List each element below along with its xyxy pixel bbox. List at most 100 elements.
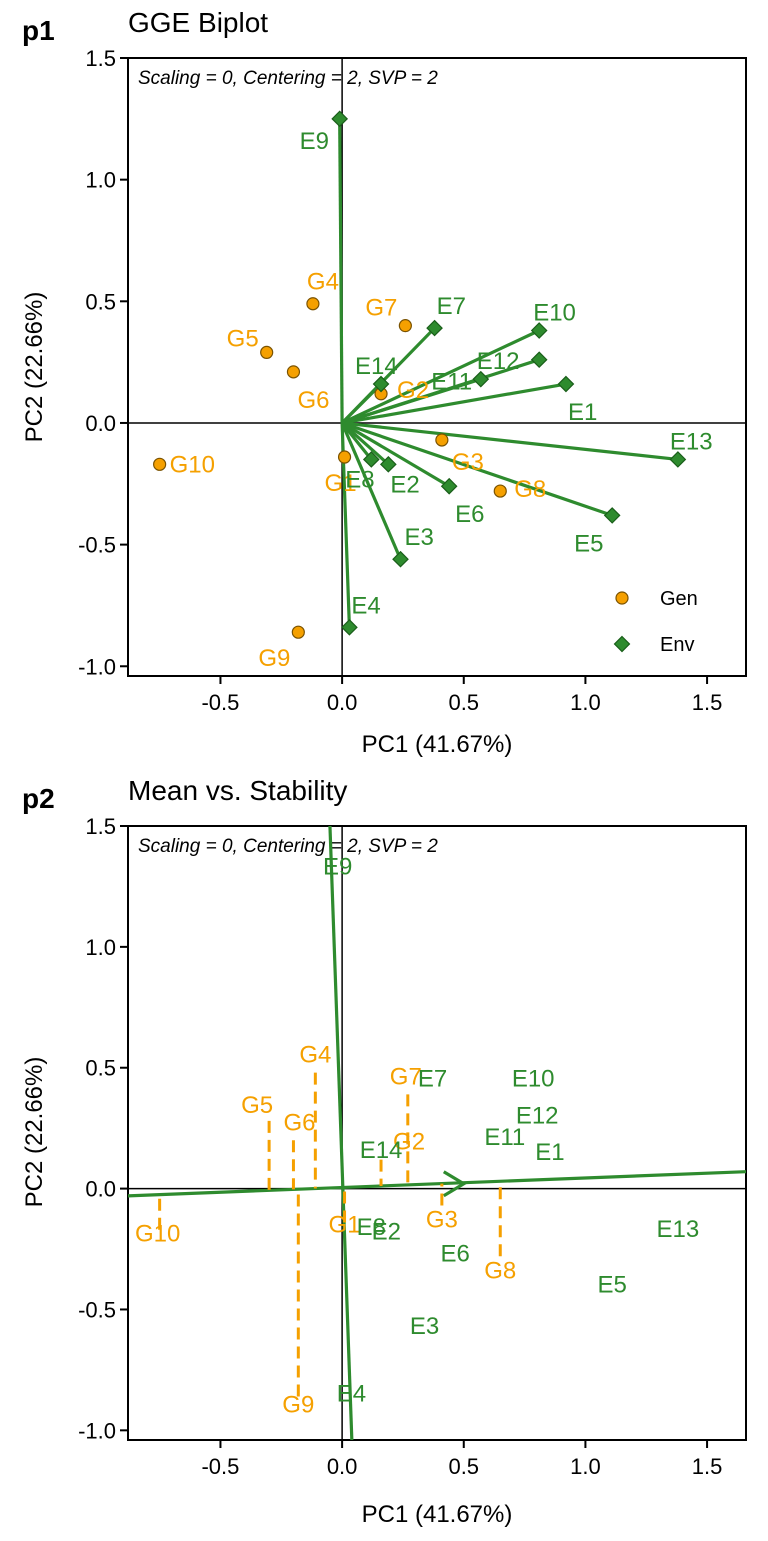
env-vector xyxy=(338,118,344,423)
y-tick-label: 0.0 xyxy=(85,1177,116,1202)
environment-label: E9 xyxy=(323,853,352,880)
x-tick-label: 1.0 xyxy=(570,690,601,715)
env-vector xyxy=(341,421,679,462)
environment-point xyxy=(603,507,621,524)
plot-content xyxy=(128,58,746,676)
environment-label: E11 xyxy=(431,369,472,396)
genotype-point xyxy=(153,457,167,471)
chart-title: GGE Biplot xyxy=(128,7,268,38)
env-vector xyxy=(341,421,613,517)
x-axis-label: PC1 (41.67%) xyxy=(362,1501,513,1528)
environment-label: E6 xyxy=(440,1240,469,1267)
legend-env-label: Env xyxy=(660,634,694,656)
x-tick-label: 1.5 xyxy=(692,1454,723,1479)
genotype-point xyxy=(337,450,352,464)
genotype-label: G5 xyxy=(227,325,259,352)
environment-label: E7 xyxy=(437,293,466,320)
y-tick-label: 0.0 xyxy=(85,411,116,436)
x-tick-label: 1.0 xyxy=(570,1454,601,1479)
environment-point xyxy=(530,322,548,339)
y-tick-label: -0.5 xyxy=(78,1297,116,1322)
environment-point xyxy=(372,375,390,393)
genotype-label: G6 xyxy=(297,387,329,414)
genotype-label: G4 xyxy=(307,269,339,296)
environment-label: E4 xyxy=(337,1381,366,1408)
genotype-point xyxy=(286,365,301,379)
environment-label: E11 xyxy=(484,1124,525,1151)
environment-label: E3 xyxy=(405,524,434,551)
genotype-label: G10 xyxy=(170,451,215,478)
y-axis-label: PC2 (22.66%) xyxy=(21,1057,48,1208)
y-tick-label: 1.0 xyxy=(85,935,116,960)
environment-point xyxy=(557,375,575,393)
env-vector xyxy=(340,421,373,461)
y-tick-label: 1.0 xyxy=(85,168,116,193)
plot-frame xyxy=(127,57,747,677)
genotype-point xyxy=(260,345,274,360)
genotype-label: G10 xyxy=(135,1221,180,1248)
env-vector xyxy=(341,421,390,466)
environment-label: E9 xyxy=(300,128,329,155)
genotype-label: G8 xyxy=(514,476,546,503)
chart-subtitle: Scaling = 0, Centering = 2, SVP = 2 xyxy=(138,836,438,857)
environment-label: E13 xyxy=(670,428,713,455)
panel-label: p2 xyxy=(22,783,55,814)
environment-label: E5 xyxy=(574,530,603,557)
environment-label: E6 xyxy=(455,501,484,528)
panel-label: p1 xyxy=(22,15,55,46)
y-tick-label: -0.5 xyxy=(78,533,116,558)
genotype-label: G5 xyxy=(241,1092,273,1119)
env-vector xyxy=(341,382,567,425)
legend-env-marker xyxy=(613,635,631,653)
x-tick-label: 1.5 xyxy=(692,690,723,715)
aec-abscissa-line xyxy=(128,1170,746,1198)
genotype-label: G2 xyxy=(397,377,429,404)
aec-arrow-head xyxy=(442,1170,467,1198)
genotype-point xyxy=(398,319,412,333)
genotype-point xyxy=(493,484,507,498)
y-tick-label: 0.5 xyxy=(85,289,116,314)
env-vector xyxy=(340,382,383,425)
genotype-label: G3 xyxy=(426,1207,458,1234)
x-tick-label: 0.0 xyxy=(327,1454,358,1479)
environment-label: E10 xyxy=(533,300,576,327)
y-axis-label: PC2 (22.66%) xyxy=(21,292,48,443)
environment-point xyxy=(472,370,490,388)
environment-point xyxy=(362,451,380,468)
chart-title: Mean vs. Stability xyxy=(128,775,347,806)
environment-label: E2 xyxy=(372,1219,401,1246)
y-tick-label: 1.5 xyxy=(85,46,116,71)
env-vector xyxy=(341,377,482,425)
environment-point xyxy=(331,110,349,128)
x-tick-label: -0.5 xyxy=(201,1454,239,1479)
genotype-label: G3 xyxy=(452,449,484,476)
genotype-label: G9 xyxy=(258,645,290,672)
environment-label: E4 xyxy=(351,592,380,619)
genotype-label: G7 xyxy=(365,295,397,322)
genotype-label: G4 xyxy=(299,1042,331,1069)
x-tick-label: 0.0 xyxy=(327,690,358,715)
env-vector xyxy=(341,421,450,488)
environment-label: E10 xyxy=(512,1066,555,1093)
genotype-label: G6 xyxy=(283,1109,315,1136)
genotype-label: G1 xyxy=(329,1211,361,1238)
chart-subtitle: Scaling = 0, Centering = 2, SVP = 2 xyxy=(138,68,438,89)
environment-point xyxy=(379,455,397,473)
genotype-point xyxy=(435,433,449,447)
panel-p1: p1 GGE Biplot Scaling = 0, Centering = 2… xyxy=(21,7,747,758)
x-tick-label: 0.5 xyxy=(448,1454,479,1479)
environment-label: E2 xyxy=(390,471,419,498)
panel-p2: p2 Mean vs. Stability Scaling = 0, Cente… xyxy=(21,775,747,1528)
environment-point xyxy=(440,477,458,495)
environment-point xyxy=(392,550,409,568)
genotype-label: G1 xyxy=(325,470,357,497)
environment-label: E1 xyxy=(535,1139,564,1166)
environment-label: E5 xyxy=(598,1271,627,1298)
x-tick-label: 0.5 xyxy=(448,690,479,715)
environment-label: E3 xyxy=(410,1313,439,1340)
aec-ordinate-line xyxy=(328,826,354,1440)
x-tick-label: -0.5 xyxy=(201,690,239,715)
environment-point xyxy=(530,351,548,369)
